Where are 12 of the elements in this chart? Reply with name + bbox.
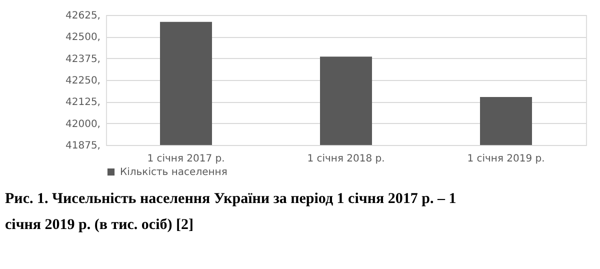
x-tick-label: 1 січня 2019 р. (467, 154, 545, 164)
y-tick-label: 42375, (66, 54, 100, 65)
x-tick-label: 1 січня 2018 р. (307, 154, 385, 164)
y-tick-label: 42125, (66, 97, 100, 108)
y-tick-label: 41875, (66, 140, 100, 152)
text: Рис. 1. Чисельність населення України за період 1 січня 2017 р. – 1 січня 2019 р. (в тис. осіб) [2] (5, 191, 456, 233)
x-tick-label: 1 січня 2017 р. (147, 154, 225, 164)
legend-label: Кількість населення (120, 167, 228, 178)
y-tick-label: 42000, (66, 118, 100, 130)
y-tick-label: 42250, (66, 76, 100, 86)
y-tick-label: 42500, (66, 32, 100, 44)
y-tick-label: 42625, (66, 10, 100, 22)
